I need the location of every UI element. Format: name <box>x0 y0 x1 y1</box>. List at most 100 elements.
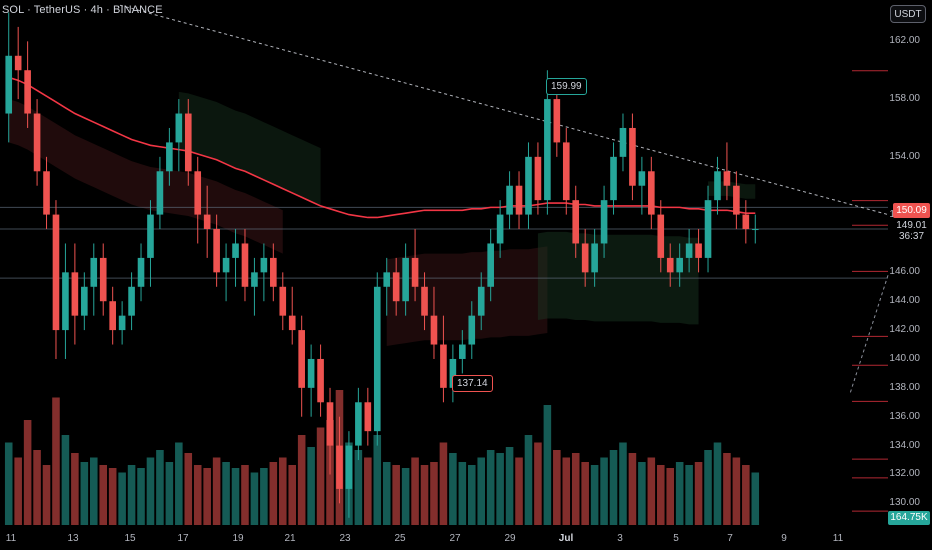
volume-bar-37 <box>354 450 363 525</box>
candle-body-21 <box>203 214 211 230</box>
low-annotation[interactable]: 137.14 <box>452 375 493 392</box>
candle-body-75 <box>714 171 721 201</box>
candle-body-65 <box>619 127 627 157</box>
volume-bar-16 <box>156 450 164 525</box>
volume-bar-1 <box>14 457 22 525</box>
volume-bar-32 <box>307 447 315 525</box>
volume-bar-9 <box>89 457 98 525</box>
candle-body-3 <box>33 113 41 172</box>
date-tick-2: 15 <box>124 533 136 544</box>
price-tick-9: 136.00 <box>889 410 920 422</box>
high-annotation[interactable]: 159.99 <box>546 78 587 95</box>
currency-button[interactable]: USDT <box>890 5 926 23</box>
date-tick-11: 3 <box>617 533 623 544</box>
moving-average-line <box>8 76 756 219</box>
candle-body-57 <box>544 99 551 201</box>
candle-body-11 <box>109 301 116 331</box>
volume-bar-6 <box>61 435 70 525</box>
volume-bar-10 <box>99 465 108 525</box>
volume-bar-60 <box>571 453 580 525</box>
candle-body-14 <box>137 257 145 287</box>
candle-body-32 <box>307 358 315 388</box>
candle-body-6 <box>62 272 69 331</box>
ichimoku-cloud-red-2 <box>386 246 548 346</box>
volume-bar-23 <box>222 462 230 525</box>
date-tick-10: Jul <box>558 533 574 544</box>
candle-body-77 <box>733 185 740 215</box>
volume-bar-53 <box>505 447 514 525</box>
candle-body-63 <box>600 200 608 244</box>
volume-bar-41 <box>392 465 400 525</box>
date-tick-0: 11 <box>5 533 17 544</box>
date-tick-12: 5 <box>673 533 679 544</box>
title-sep-3: · <box>106 4 114 16</box>
candle-body-17 <box>166 142 173 172</box>
candle-body-74 <box>704 200 712 258</box>
candle-body-24 <box>232 243 239 258</box>
candle-body-69 <box>657 214 665 258</box>
candle-body-45 <box>430 315 438 345</box>
candle-body-35 <box>336 445 343 489</box>
volume-bar-19 <box>184 453 193 525</box>
countdown-timer: 36:37 <box>898 231 925 242</box>
candle-body-50 <box>477 286 485 316</box>
volume-bar-38 <box>364 457 372 525</box>
volume-bar-46 <box>439 442 448 525</box>
interval-label: 4h <box>90 4 103 16</box>
candle-body-8 <box>81 286 88 316</box>
volume-bar-43 <box>411 457 419 525</box>
volume-bar-45 <box>430 462 438 525</box>
date-tick-4: 19 <box>232 533 244 544</box>
candle-body-33 <box>317 358 324 403</box>
candle-body-73 <box>695 243 702 258</box>
price-tick-7: 140.00 <box>889 352 920 364</box>
candle-body-52 <box>496 214 504 244</box>
last-price-value: 149.01 <box>896 220 927 231</box>
price-tick-2: 154.00 <box>889 150 920 162</box>
candle-body-64 <box>610 156 617 201</box>
volume-bar-74 <box>704 450 712 525</box>
price-tick-11: 132.00 <box>889 468 920 480</box>
volume-bar-47 <box>449 453 457 525</box>
candle-body-78 <box>742 214 750 230</box>
candle-body-59 <box>562 142 570 201</box>
candle-body-51 <box>487 243 494 287</box>
volume-bar-62 <box>590 465 599 525</box>
volume-bar-29 <box>278 457 287 525</box>
volume-bar-79 <box>751 472 760 525</box>
price-tick-4: 146.00 <box>889 266 920 278</box>
candle-body-36 <box>345 445 353 489</box>
candle-body-30 <box>288 315 296 331</box>
candle-body-28 <box>270 257 277 287</box>
candle-body-43 <box>411 257 419 287</box>
date-tick-5: 21 <box>284 533 296 544</box>
volume-bar-14 <box>137 468 145 525</box>
date-tick-13: 7 <box>727 533 733 544</box>
candle-body-76 <box>723 171 731 186</box>
volume-bar-3 <box>33 450 41 525</box>
candle-body-7 <box>71 272 79 316</box>
volume-bar-39 <box>373 435 382 525</box>
volume-bar-70 <box>666 468 675 525</box>
candle-body-26 <box>251 272 258 287</box>
exchange-label: BINANCE <box>113 4 163 16</box>
volume-bar-15 <box>146 457 155 525</box>
candle-body-4 <box>43 171 50 215</box>
projection-line <box>849 275 889 394</box>
volume-bar-31 <box>297 435 306 525</box>
volume-bar-65 <box>619 442 627 525</box>
volume-bar-71 <box>675 462 684 525</box>
symbol-title[interactable]: SOL · TetherUS · 4h · BINANCE <box>2 4 163 16</box>
candle-body-0 <box>5 55 13 114</box>
candle-body-9 <box>90 257 98 287</box>
volume-bar-18 <box>175 442 183 525</box>
volume-bar-58 <box>553 450 561 525</box>
volume-bar-68 <box>647 457 656 525</box>
volume-bar-22 <box>212 457 221 525</box>
volume-bar-66 <box>628 453 637 525</box>
volume-bar-7 <box>71 453 79 525</box>
date-tick-6: 23 <box>339 533 351 544</box>
volume-bar-33 <box>316 427 325 525</box>
